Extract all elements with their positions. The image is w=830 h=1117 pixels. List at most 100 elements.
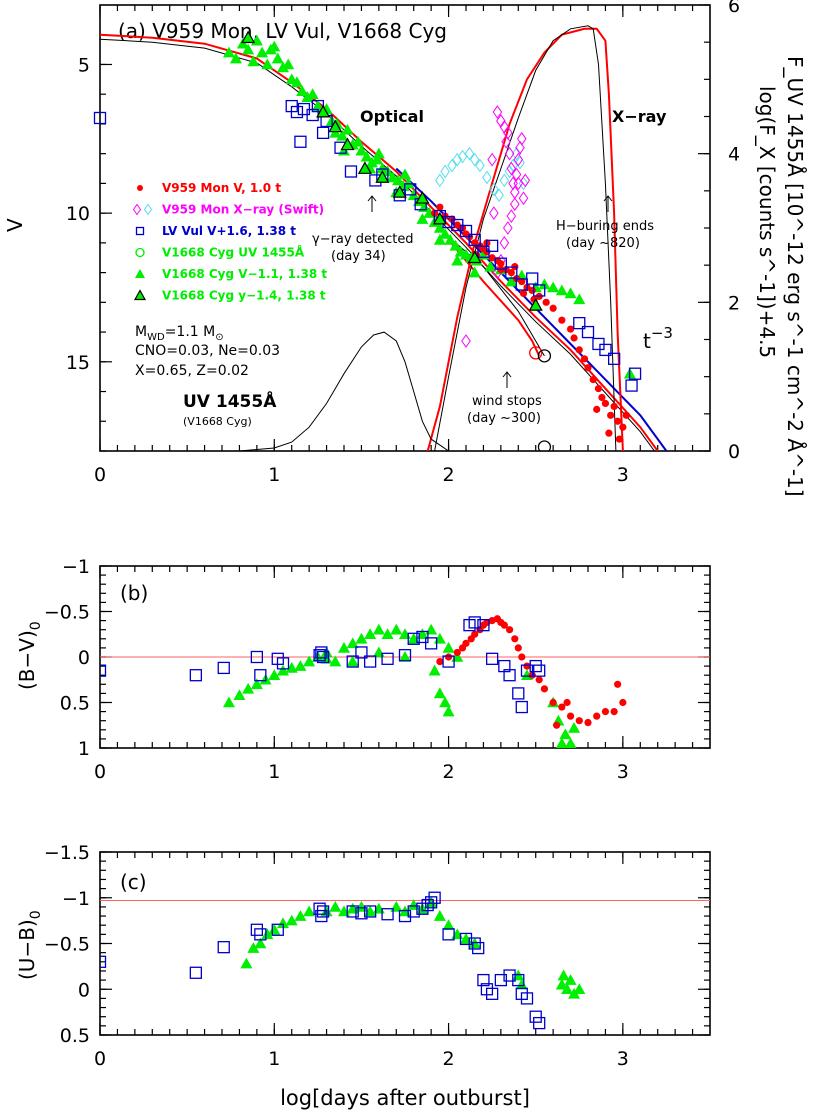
c-lvvul-point xyxy=(468,937,481,950)
v959-xray-point xyxy=(520,173,531,188)
panel-a-title: (a) V959 Mon, LV Vul, V1668 Cyg xyxy=(118,19,447,43)
b-lvvul-point xyxy=(346,655,359,668)
b-v959-point xyxy=(558,703,566,711)
c-lvvul-point xyxy=(217,941,230,954)
lvvul-v-point xyxy=(628,367,642,380)
b-v959-point xyxy=(540,685,549,693)
v959-xray-point xyxy=(504,146,515,161)
lvvul-v-point xyxy=(573,316,586,330)
v959-v-point xyxy=(607,411,615,419)
x-tick-label: 2 xyxy=(443,464,455,486)
v959-v-point xyxy=(558,316,566,324)
legend-marker xyxy=(135,247,145,258)
c-lvvul-point xyxy=(472,941,485,955)
b-v959-point xyxy=(593,712,601,720)
b-lvvul-point xyxy=(520,664,534,677)
lvvul-v-point xyxy=(316,126,330,140)
mwd-sub: WD xyxy=(147,332,165,343)
y-tick-label: 0 xyxy=(78,979,90,1001)
b-lvvul-point xyxy=(315,646,328,659)
b-lvvul-point xyxy=(529,659,542,673)
x-tick-label: 0 xyxy=(94,1048,106,1070)
wind-model-red xyxy=(447,239,541,357)
wind-end-black xyxy=(537,349,552,363)
y-tick-label: 15 xyxy=(66,352,90,374)
annotation-optical: Optical xyxy=(360,107,424,126)
v959-xray-point xyxy=(499,235,510,250)
v959-xray-cyan-point xyxy=(464,146,475,161)
v1668-v-point xyxy=(296,85,309,97)
wind-end-red xyxy=(529,346,543,360)
uv-model-curve xyxy=(100,331,449,451)
v959-v-point xyxy=(497,260,505,268)
v959-v-point xyxy=(601,399,610,408)
y-tick-label: 10 xyxy=(66,203,90,225)
c-lvvul-point xyxy=(407,905,420,918)
b-v1668-point xyxy=(355,632,368,644)
v1668-v-point xyxy=(268,40,281,52)
v959-v-point xyxy=(549,304,557,312)
v959-xray-cyan-point xyxy=(504,164,515,179)
v1668-v-point xyxy=(341,123,354,135)
panel-b-points-clipped xyxy=(100,615,627,748)
y-tick-label: 1 xyxy=(78,738,90,760)
c-lvvul-point xyxy=(512,973,525,987)
v959-v-point xyxy=(584,364,592,372)
b-lvvul-point xyxy=(381,652,394,665)
v959-v-point xyxy=(518,277,526,286)
annotation-wind: wind stops xyxy=(472,394,542,409)
b-v959-point xyxy=(575,717,583,725)
v1668-v-point xyxy=(564,287,577,299)
annotation-arrows xyxy=(367,195,613,388)
v1668-v-point xyxy=(444,233,457,245)
v959-xray-point xyxy=(515,140,525,155)
v1668-y-point xyxy=(357,161,372,174)
b-v959-point xyxy=(614,680,622,688)
c-v1668-point xyxy=(425,896,438,908)
b-lvvul-point xyxy=(477,619,490,632)
b-v959-point xyxy=(518,653,526,661)
v1668-v-point xyxy=(371,153,384,165)
v1668-v-point xyxy=(372,147,385,159)
b-v959-point xyxy=(563,698,571,707)
v959-v-point xyxy=(614,417,622,425)
c-v1668-point xyxy=(285,914,298,926)
lvvul-v-point xyxy=(485,239,499,252)
x-tick-label: 1 xyxy=(268,464,280,486)
legend-label: V1668 Cyg y−1.4, 1.38 t xyxy=(162,289,326,303)
b-lvvul-point xyxy=(533,664,546,677)
v959-v-point xyxy=(610,402,618,410)
c-v1668-point xyxy=(561,983,574,995)
annotation-powerlaw: t−3 xyxy=(643,324,673,353)
v1668-v-point xyxy=(451,254,464,266)
v1668-y-point xyxy=(375,170,390,183)
hburn-arrow xyxy=(603,195,613,212)
panel-c-title: (c) xyxy=(120,870,147,894)
b-v959-point xyxy=(601,708,610,716)
lvvul-v-point xyxy=(526,272,539,285)
legend-marker xyxy=(135,226,145,236)
b-v1668-point xyxy=(285,661,298,673)
c-lvvul-point xyxy=(428,891,441,904)
v959-xray-point xyxy=(518,191,529,206)
b-lvvul-point xyxy=(217,661,230,675)
c-lvvul-point xyxy=(254,928,267,941)
panel-c-ylabel-main: (U−B) xyxy=(15,919,39,980)
c-lvvul-point xyxy=(315,909,328,923)
b-lvvul-point xyxy=(355,646,368,659)
panel-b-ylabel-sub: 0 xyxy=(28,621,44,630)
lvvul-v-point xyxy=(599,343,612,357)
c-v1668-point xyxy=(268,923,281,935)
lvvul-v-point xyxy=(459,224,473,238)
v1668-v-point xyxy=(282,58,295,70)
b-v959-point xyxy=(514,644,522,652)
v1668-v-point xyxy=(416,213,429,224)
mwd-sun: ⊙ xyxy=(215,332,223,343)
v959-xray-point xyxy=(509,197,520,212)
v959-v-point xyxy=(580,355,589,363)
v1668-v-point xyxy=(271,52,284,64)
v959-xray-cyan-point xyxy=(469,152,480,167)
v959-v-point xyxy=(507,269,515,277)
lvvul-v-point xyxy=(533,284,546,297)
b-v959-point xyxy=(549,698,557,707)
